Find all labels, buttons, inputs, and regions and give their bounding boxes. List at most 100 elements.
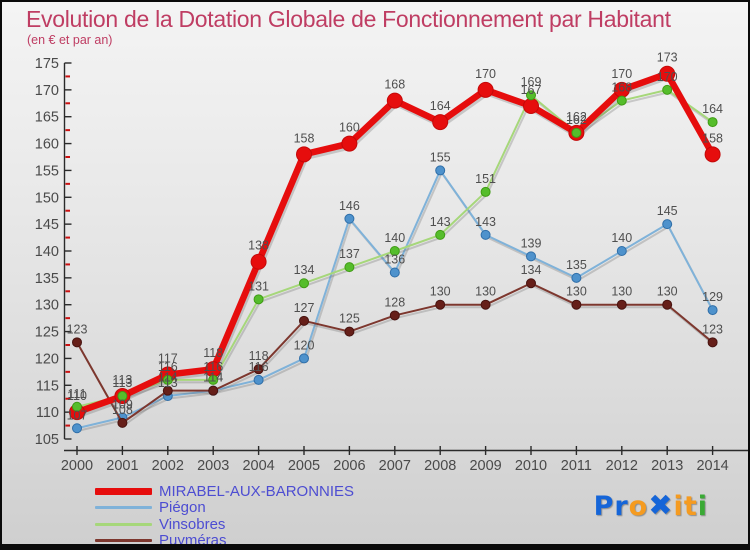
- point-label: 123: [67, 322, 88, 336]
- point-label: 116: [249, 360, 269, 374]
- logo-letter: Pr: [593, 491, 629, 522]
- point-label: 162: [566, 113, 587, 127]
- x-tick-label: 2004: [242, 458, 274, 474]
- point-label: 130: [430, 285, 451, 299]
- point-label: 158: [294, 131, 315, 145]
- legend-label: Puyméras: [159, 532, 227, 550]
- point-label: 158: [702, 131, 723, 145]
- data-point: [526, 278, 536, 289]
- point-label: 164: [430, 99, 451, 113]
- data-point: [662, 219, 673, 230]
- data-point: [389, 267, 400, 278]
- data-point: [707, 337, 718, 348]
- point-label: 118: [203, 346, 223, 360]
- data-point: [616, 95, 627, 106]
- legend-label: MIRABEL-AUX-BARONNIES: [159, 482, 355, 500]
- point-label: 151: [475, 172, 496, 186]
- legend-swatch: [95, 539, 152, 543]
- data-point: [662, 84, 673, 95]
- y-tick-label: 130: [35, 298, 59, 314]
- point-label: 160: [339, 121, 360, 135]
- data-point: [253, 374, 264, 385]
- data-point: [389, 310, 400, 321]
- data-point: [299, 353, 309, 364]
- data-point: [659, 65, 676, 82]
- y-tick-label: 120: [35, 351, 59, 367]
- point-label: 140: [384, 231, 405, 245]
- data-point: [250, 253, 267, 270]
- data-point: [299, 315, 309, 326]
- point-label: 111: [67, 387, 86, 401]
- logo-letter: o: [628, 491, 649, 522]
- logo-letter: t: [683, 491, 698, 522]
- point-label: 168: [611, 81, 632, 95]
- point-label: 130: [657, 285, 678, 299]
- x-tick-label: 2005: [288, 458, 320, 474]
- point-label: 129: [702, 290, 723, 304]
- legend-item-Puyméras: Puyméras: [95, 532, 354, 550]
- data-point: [435, 165, 446, 176]
- data-point: [704, 146, 721, 163]
- data-point: [344, 326, 355, 337]
- logo-letter: i: [697, 491, 708, 522]
- point-label: 170: [657, 70, 678, 84]
- y-tick-label: 135: [35, 271, 59, 287]
- point-label: 137: [339, 247, 360, 261]
- point-label: 143: [430, 215, 451, 229]
- y-tick-label: 170: [35, 83, 59, 99]
- data-point: [662, 299, 673, 310]
- legend-swatch: [95, 522, 152, 526]
- y-tick-label: 110: [36, 405, 59, 421]
- series-dots-MIRABEL-AUX-BARONNIES: [69, 65, 721, 421]
- data-point: [117, 417, 128, 428]
- point-label: 117: [158, 352, 178, 366]
- series-dots-Puyméras: [72, 278, 718, 428]
- x-tick-label: 2009: [469, 458, 501, 474]
- point-label: 130: [566, 285, 587, 299]
- data-point: [341, 135, 358, 152]
- point-label: 125: [339, 312, 360, 326]
- point-label: 108: [112, 403, 133, 417]
- proxiti-logo: Pro✖iti: [594, 488, 708, 522]
- data-point: [477, 81, 494, 98]
- point-label: 134: [294, 263, 315, 277]
- point-label: 134: [521, 263, 542, 277]
- data-point: [707, 305, 718, 316]
- data-point: [208, 374, 219, 385]
- data-point: [435, 299, 446, 310]
- point-label: 139: [521, 236, 542, 250]
- y-tick-label: 165: [35, 110, 59, 126]
- point-label: 162: [566, 110, 587, 124]
- point-label: 146: [339, 199, 360, 213]
- point-label: 136: [384, 252, 405, 266]
- point-label: 173: [657, 51, 678, 65]
- data-point: [208, 385, 219, 396]
- point-label: 114: [158, 371, 178, 385]
- data-point: [72, 423, 82, 434]
- point-label: 170: [475, 67, 496, 81]
- y-tick-label: 105: [35, 432, 59, 448]
- data-point: [616, 246, 627, 256]
- data-point: [526, 90, 536, 101]
- data-point: [296, 146, 312, 163]
- point-label: 120: [294, 338, 315, 352]
- point-label: 130: [611, 285, 632, 299]
- data-point: [435, 229, 446, 240]
- data-point: [253, 294, 264, 305]
- point-label: 170: [611, 67, 632, 81]
- axes: 105 110 115 120 125 130 135 140 145 150 155 160 165 1…: [35, 56, 748, 474]
- y-tick-label: 145: [35, 217, 59, 233]
- series-dots-Piégon: [72, 165, 718, 434]
- data-point: [480, 229, 491, 240]
- data-point: [162, 385, 173, 396]
- point-label: 118: [249, 349, 269, 363]
- y-tick-label: 150: [35, 190, 59, 206]
- y-tick-label: 160: [35, 137, 59, 153]
- point-label: 128: [384, 295, 405, 309]
- y-tick-label: 140: [35, 244, 59, 260]
- data-point: [523, 97, 539, 114]
- x-tick-label: 2012: [606, 458, 638, 474]
- legend-label: Vinsobres: [159, 515, 226, 533]
- point-label: 114: [203, 371, 223, 385]
- data-point: [480, 186, 491, 197]
